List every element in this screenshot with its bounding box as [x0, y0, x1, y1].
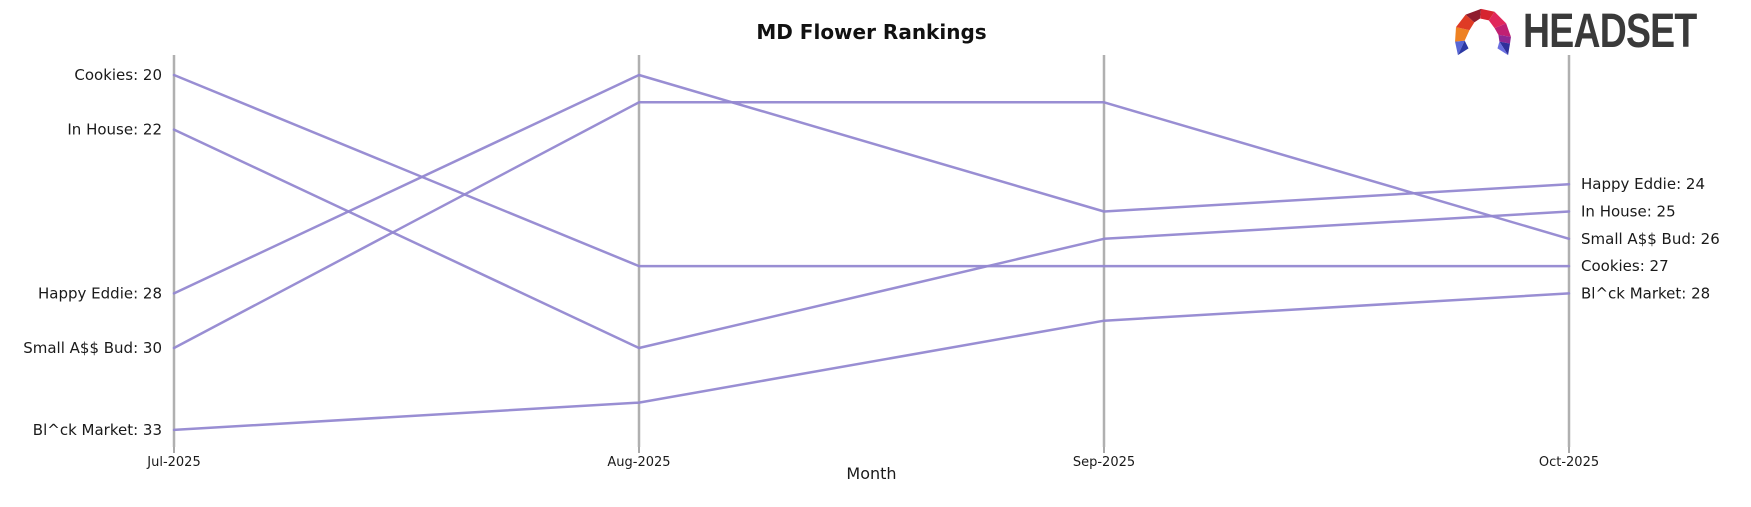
series-label-right: Bl^ck Market: 28 [1581, 284, 1710, 302]
series-line [172, 101, 1571, 350]
series-label-right: Small A$$ Bud: 26 [1581, 230, 1720, 248]
series-label-right: In House: 25 [1581, 203, 1676, 221]
x-tick-label: Oct-2025 [1539, 455, 1599, 470]
series-line [172, 73, 1571, 268]
headset-logo: HEADSET [1452, 5, 1745, 59]
series-label-right: Cookies: 27 [1581, 257, 1669, 275]
series-line [172, 292, 1571, 432]
series-label-left: Small A$$ Bud: 30 [23, 339, 162, 357]
headset-logo-text: HEADSET [1522, 5, 1697, 58]
chart-title: MD Flower Rankings [756, 20, 987, 44]
series-label-left: Bl^ck Market: 33 [33, 421, 162, 439]
series-label-left: In House: 22 [67, 121, 162, 139]
series-label-right: Happy Eddie: 24 [1581, 175, 1705, 193]
x-axis-label: Month [846, 464, 897, 483]
series-line [172, 73, 1571, 295]
x-tick-label: Sep-2025 [1073, 455, 1135, 470]
headset-logo-icon [1454, 8, 1511, 56]
series-label-left: Happy Eddie: 28 [38, 284, 162, 302]
x-tick-label: Jul-2025 [146, 455, 200, 470]
x-tick-label: Aug-2025 [607, 455, 670, 470]
series-line [172, 128, 1571, 350]
series-label-left: Cookies: 20 [74, 66, 162, 84]
